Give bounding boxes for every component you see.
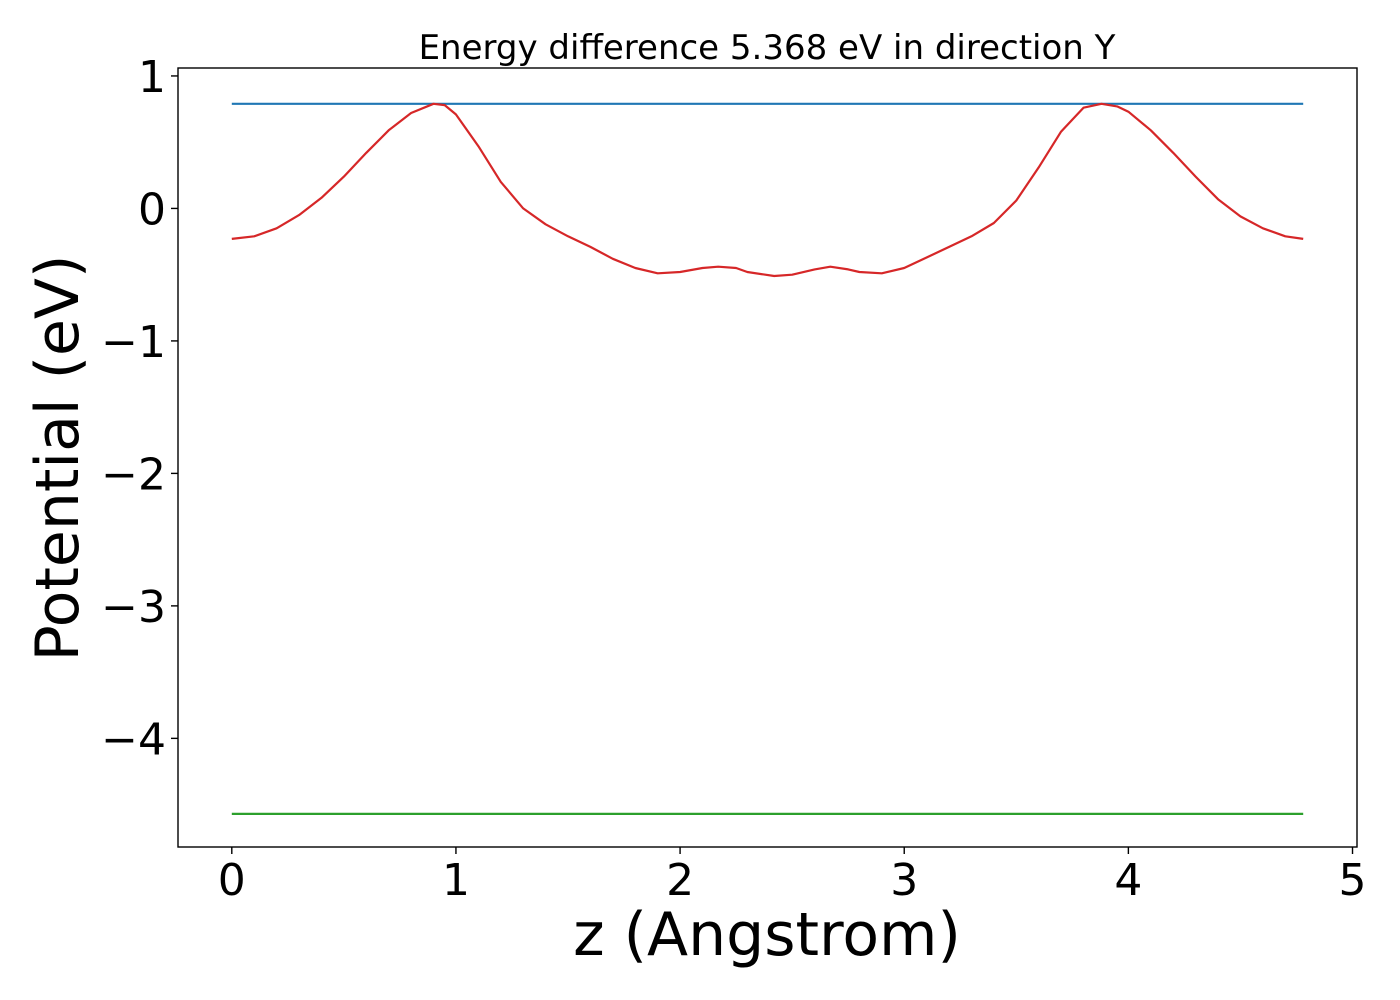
x-tick-label: 5 xyxy=(1339,855,1367,906)
x-tick-label: 2 xyxy=(666,855,694,906)
x-tick-label: 3 xyxy=(890,855,918,906)
y-tick-label: 1 xyxy=(138,52,166,103)
x-tick-label: 4 xyxy=(1114,855,1142,906)
plot-frame xyxy=(177,67,1358,848)
y-axis-label: Potential (eV) xyxy=(23,255,93,662)
y-tick-label: −4 xyxy=(101,714,166,765)
series-line-2 xyxy=(231,102,1304,278)
plot-lines xyxy=(231,102,1304,815)
x-tick-label: 0 xyxy=(218,855,246,906)
x-axis: 0 1 2 3 4 5 xyxy=(218,847,1367,906)
y-tick-label: −2 xyxy=(101,449,166,500)
x-tick-label: 1 xyxy=(442,855,470,906)
y-tick-label: −3 xyxy=(101,582,166,633)
y-tick-label: 0 xyxy=(138,184,166,235)
y-tick-label: −1 xyxy=(101,317,166,368)
x-axis-label: z (Angstrom) xyxy=(573,900,961,970)
y-axis: 1 0 −1 −2 −3 −4 xyxy=(101,52,178,765)
chart-title: Energy difference 5.368 eV in direction … xyxy=(419,28,1116,68)
